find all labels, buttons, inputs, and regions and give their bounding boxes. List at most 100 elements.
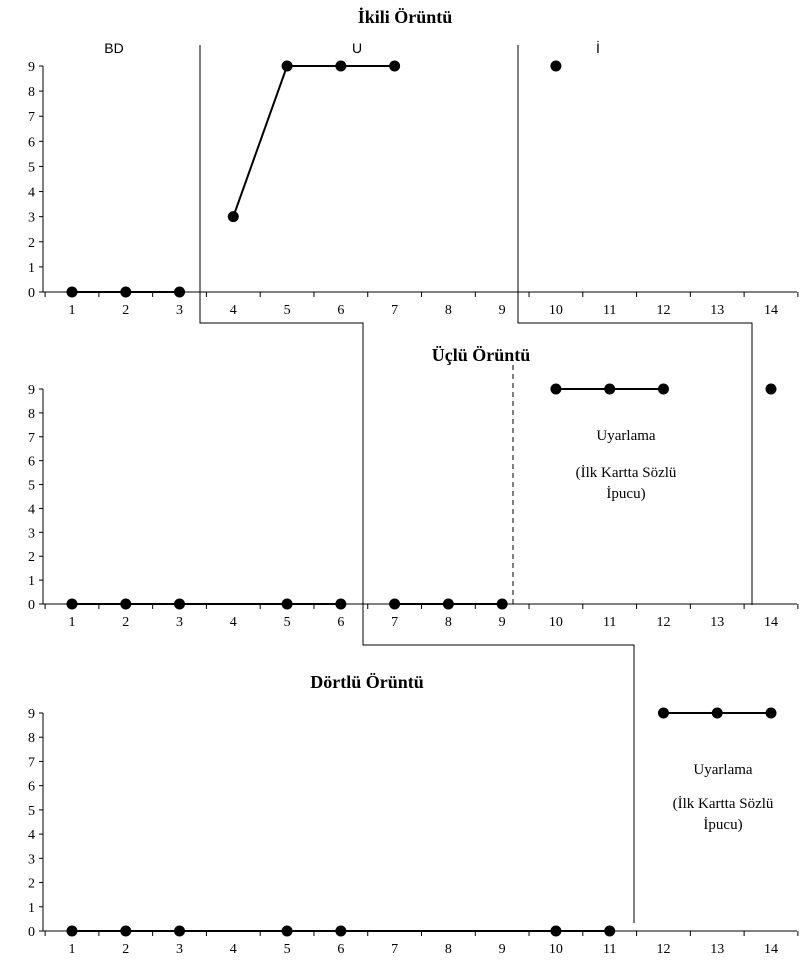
- y-tick-label: 4: [28, 828, 35, 843]
- data-point: [604, 925, 616, 937]
- data-point: [174, 286, 186, 298]
- y-tick-label: 3: [28, 211, 35, 226]
- x-tick-label: 8: [445, 303, 452, 318]
- data-point: [550, 925, 562, 937]
- x-tick-label: 14: [764, 615, 778, 630]
- x-tick-label: 14: [764, 303, 778, 318]
- data-point: [174, 925, 186, 937]
- data-point: [281, 60, 293, 72]
- data-point: [120, 925, 132, 937]
- x-tick-label: 10: [549, 615, 563, 630]
- x-tick-label: 8: [445, 942, 452, 957]
- x-tick-label: 14: [764, 942, 778, 957]
- data-point: [66, 598, 78, 610]
- y-tick-label: 1: [28, 574, 35, 589]
- data-point: [442, 598, 454, 610]
- phase-label-u: U: [352, 40, 362, 56]
- panel-title: Dörtlü Örüntü: [310, 672, 424, 692]
- x-tick-label: 4: [230, 615, 237, 630]
- x-tick-label: 5: [284, 615, 291, 630]
- y-tick-label: 8: [28, 85, 35, 100]
- data-point: [389, 598, 401, 610]
- y-tick-label: 3: [28, 852, 35, 867]
- data-point: [120, 598, 132, 610]
- data-point: [335, 60, 347, 72]
- y-tick-label: 1: [28, 901, 35, 916]
- y-tick-label: 6: [28, 135, 35, 150]
- y-tick-label: 0: [28, 925, 35, 940]
- x-tick-label: 13: [710, 942, 724, 957]
- x-tick-label: 4: [230, 303, 237, 318]
- x-tick-label: 13: [710, 615, 724, 630]
- x-tick-label: 11: [603, 303, 616, 318]
- data-point: [335, 925, 347, 937]
- y-tick-label: 1: [28, 261, 35, 276]
- x-tick-label: 6: [337, 942, 344, 957]
- y-tick-label: 6: [28, 455, 35, 470]
- phase-line-1-dashed: [362, 605, 635, 923]
- x-tick-label: 9: [499, 303, 506, 318]
- y-tick-label: 9: [28, 60, 35, 75]
- y-tick-label: 4: [28, 502, 35, 517]
- phase-line-2: [517, 45, 753, 605]
- data-point: [66, 286, 78, 298]
- annotation-line-1: Uyarlama: [693, 762, 752, 778]
- data-point: [281, 598, 293, 610]
- annotation-line-2: (İlk Kartta Sözlü: [576, 465, 677, 481]
- panel-title: İkili Örüntü: [358, 7, 453, 27]
- y-tick-label: 2: [28, 877, 35, 892]
- x-tick-label: 9: [499, 942, 506, 957]
- panel-title: Üçlü Örüntü: [432, 345, 531, 365]
- phase-label-i: İ: [596, 39, 600, 56]
- data-point: [550, 60, 562, 72]
- x-tick-label: 2: [122, 942, 129, 957]
- x-tick-label: 12: [656, 942, 670, 957]
- x-tick-label: 12: [656, 615, 670, 630]
- data-point: [604, 383, 616, 395]
- series-line: [232, 65, 395, 218]
- y-tick-label: 6: [28, 780, 35, 795]
- y-tick-label: 0: [28, 286, 35, 301]
- data-point: [765, 707, 777, 719]
- y-tick-label: 2: [28, 550, 35, 565]
- y-tick-label: 7: [28, 431, 35, 446]
- panel-dortlu: Dörtlü Örüntü Uyarlama (İlk Kartta Sözlü…: [28, 672, 799, 957]
- annotation-line-2: (İlk Kartta Sözlü: [673, 796, 774, 812]
- x-tick-label: 7: [391, 303, 398, 318]
- y-tick-label: 8: [28, 407, 35, 422]
- x-tick-label: 10: [549, 303, 563, 318]
- data-point: [281, 925, 293, 937]
- x-tick-label: 7: [391, 942, 398, 957]
- y-tick-label: 9: [28, 383, 35, 398]
- data-point: [389, 60, 401, 72]
- data-point: [66, 925, 78, 937]
- x-tick-label: 5: [284, 942, 291, 957]
- x-tick-label: 4: [230, 942, 237, 957]
- y-tick-label: 9: [28, 707, 35, 722]
- data-point: [550, 383, 562, 395]
- x-tick-label: 1: [69, 615, 76, 630]
- x-tick-label: 6: [337, 303, 344, 318]
- x-tick-label: 6: [337, 615, 344, 630]
- annotation-line-3: İpucu): [606, 486, 645, 502]
- annotation-line-1: Uyarlama: [596, 428, 655, 444]
- x-tick-label: 11: [603, 942, 616, 957]
- x-tick-label: 9: [499, 615, 506, 630]
- data-point: [120, 286, 132, 298]
- y-tick-label: 4: [28, 186, 35, 201]
- x-tick-label: 1: [69, 303, 76, 318]
- x-tick-label: 2: [122, 303, 129, 318]
- y-tick-label: 2: [28, 236, 35, 251]
- y-tick-label: 7: [28, 755, 35, 770]
- x-tick-label: 2: [122, 615, 129, 630]
- x-tick-label: 1: [69, 942, 76, 957]
- x-tick-label: 7: [391, 615, 398, 630]
- y-tick-label: 5: [28, 804, 35, 819]
- y-tick-label: 5: [28, 160, 35, 175]
- data-point: [711, 707, 723, 719]
- x-tick-label: 5: [284, 303, 291, 318]
- data-point: [335, 598, 347, 610]
- phase-label-bd: BD: [104, 40, 123, 56]
